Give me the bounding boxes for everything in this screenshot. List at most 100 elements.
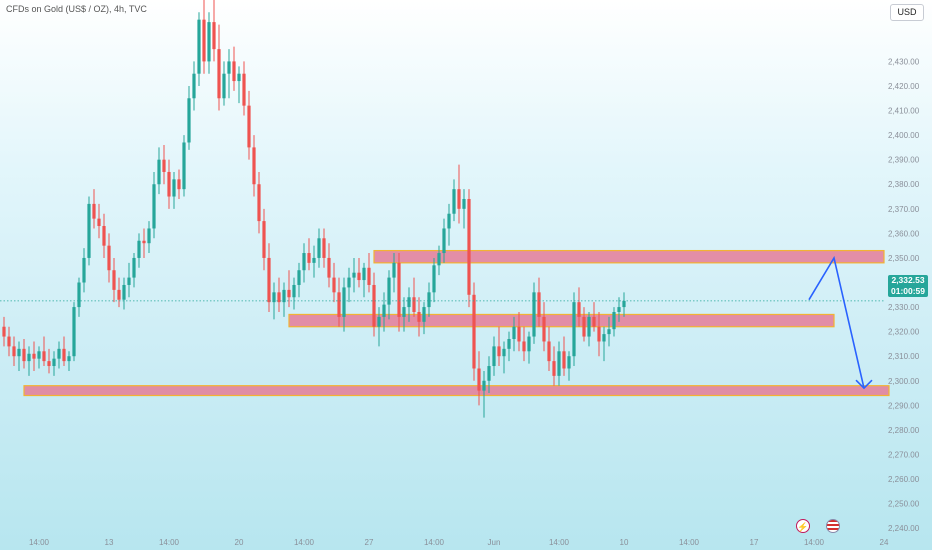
candle (522, 326, 526, 362)
currency-button[interactable]: USD (890, 4, 924, 21)
x-tick-label: Jun (488, 538, 501, 547)
zone-2 (288, 313, 835, 328)
candle (42, 336, 46, 367)
x-tick-label: 14:00 (294, 538, 315, 547)
candle (277, 277, 281, 312)
candle (432, 257, 436, 303)
time-axis: 14:00 13 14:00 20 14:00 27 14:00 Jun 14:00 10 14:0… (29, 538, 889, 547)
candle (232, 46, 236, 91)
candle-body (477, 368, 481, 391)
candle (402, 297, 406, 332)
candle-body (392, 262, 396, 278)
y-tick-label: 2,370.00 (888, 205, 920, 214)
candle (62, 336, 66, 367)
candle-body (327, 257, 331, 278)
candle-body (137, 240, 141, 258)
x-tick-label: 14:00 (679, 538, 700, 547)
candle-body (582, 316, 586, 337)
y-tick-label: 2,320.00 (888, 328, 920, 337)
candle-body (72, 307, 76, 357)
candle (452, 179, 456, 222)
candle-body (437, 253, 441, 266)
candle-body (222, 73, 226, 99)
candle-body (87, 203, 91, 258)
candle (2, 316, 6, 347)
candle (202, 0, 206, 74)
candle-body (602, 334, 606, 342)
candle-body (372, 284, 376, 327)
candle (177, 169, 181, 199)
candle (527, 331, 531, 364)
candle (197, 12, 201, 86)
candle-body (357, 272, 361, 281)
candle (447, 203, 451, 246)
candle-body (377, 316, 381, 327)
candle (417, 297, 421, 337)
candle (397, 253, 401, 332)
candle (492, 336, 496, 376)
y-tick-label: 2,380.00 (888, 180, 920, 189)
candle (552, 346, 556, 386)
y-tick-label: 2,410.00 (888, 107, 920, 116)
candle (172, 171, 176, 209)
candle-body (567, 356, 571, 369)
candle-body (62, 348, 66, 362)
projection-path (808, 255, 873, 390)
candle (517, 311, 521, 352)
candle-body (402, 307, 406, 317)
candle-body (252, 147, 256, 185)
candle (7, 326, 11, 357)
candle (362, 262, 366, 298)
candle (107, 233, 111, 283)
candle (142, 228, 146, 258)
candle (382, 292, 386, 332)
us-flag-icon[interactable] (826, 519, 840, 533)
candle-body (42, 351, 46, 362)
candle-body (617, 307, 621, 312)
candle-body (397, 262, 401, 317)
candle-body (547, 341, 551, 362)
candle (512, 316, 516, 352)
candle-body (322, 238, 326, 258)
candle (52, 351, 56, 376)
candle (152, 171, 156, 239)
candle (297, 262, 301, 298)
candle (257, 171, 261, 234)
candle-body (107, 245, 111, 271)
candle-body (2, 326, 6, 337)
candle (392, 253, 396, 293)
x-tick-label: 14:00 (549, 538, 570, 547)
y-tick-label: 2,260.00 (888, 475, 920, 484)
candle (97, 203, 101, 239)
candle-body (412, 297, 416, 312)
candle (77, 277, 81, 317)
y-tick-label: 2,390.00 (888, 156, 920, 165)
candle (302, 243, 306, 283)
candle (102, 213, 106, 258)
x-tick-label: 13 (105, 538, 114, 547)
zone-3 (23, 385, 890, 397)
candle (72, 302, 76, 362)
lightning-icon[interactable]: ⚡ (796, 519, 810, 533)
candle-body (117, 289, 121, 300)
candle-body (557, 351, 561, 376)
candle (267, 243, 271, 312)
candle (437, 245, 441, 276)
candle-body (307, 253, 311, 263)
candle (37, 346, 41, 369)
candle-body (272, 292, 276, 303)
y-tick-label: 2,330.00 (888, 303, 920, 312)
candle-body (507, 339, 511, 349)
candle-body (517, 326, 521, 342)
candle (487, 356, 491, 394)
candle-body (607, 329, 611, 335)
candle (622, 292, 626, 317)
candle-body (127, 277, 131, 285)
candle-body (27, 353, 31, 362)
candle-body (572, 302, 576, 357)
candle (612, 307, 616, 337)
candle-body (22, 348, 26, 362)
projection-line (808, 255, 865, 389)
